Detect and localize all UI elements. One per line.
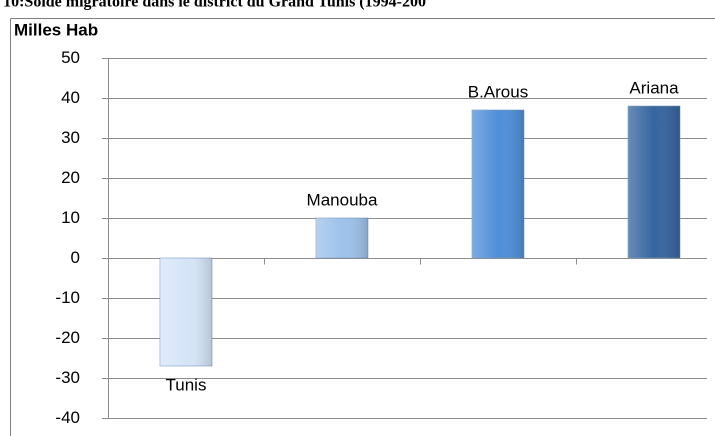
category-label: Tunis: [166, 375, 207, 394]
y-axis-label: Milles Hab: [14, 20, 98, 39]
y-tick-label: -40: [55, 408, 80, 427]
y-tick-label: 10: [61, 208, 80, 227]
y-tick-label: 50: [61, 48, 80, 67]
category-label: B.Arous: [468, 82, 528, 101]
category-label: Manouba: [307, 190, 378, 209]
bar-shade: [628, 106, 680, 258]
y-tick-label: -10: [55, 288, 80, 307]
bar-shade: [316, 218, 368, 258]
y-tick-label: 30: [61, 128, 80, 147]
category-label: Ariana: [629, 78, 679, 97]
y-tick-label: -30: [55, 368, 80, 387]
bar-shade: [472, 110, 524, 258]
bar-shade: [160, 258, 212, 366]
y-tick-label: 20: [61, 168, 80, 187]
y-tick-label: -20: [55, 328, 80, 347]
y-tick-label: 40: [61, 88, 80, 107]
y-tick-label: 0: [71, 248, 80, 267]
chart-title: e 10:Solde migratoire dans le district d…: [0, 0, 426, 11]
